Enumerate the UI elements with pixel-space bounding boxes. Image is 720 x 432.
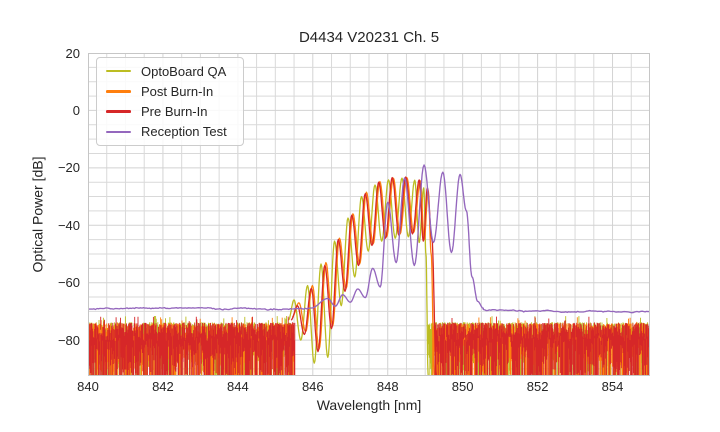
plot-area [88, 53, 650, 376]
x-tick-label: 850 [451, 379, 474, 394]
chart-title: D4434 V20231 Ch. 5 [298, 29, 440, 46]
y-tick-label: 0 [72, 102, 80, 118]
legend-item-reception-test: Reception Test [106, 122, 243, 142]
x-tick-label: 842 [152, 379, 174, 394]
y-tick-label: −80 [57, 332, 80, 348]
x-tick-label: 854 [601, 379, 624, 394]
plot-spines [88, 53, 650, 376]
legend-item-optoboard-qa: OptoBoard QA [106, 61, 243, 81]
legend-line-swatch [106, 90, 131, 93]
x-tick-label: 846 [301, 379, 324, 394]
legend: OptoBoard QA Post Burn-In Pre Burn-In Recep… [96, 57, 244, 146]
series-noise-pre-burn-in [88, 316, 650, 376]
legend-line-swatch [106, 110, 131, 113]
y-tick-label: −60 [57, 275, 80, 291]
x-tick-label: 844 [227, 379, 249, 394]
legend-line-swatch [106, 130, 131, 134]
x-tick-label: 852 [526, 379, 549, 394]
traces [88, 164, 650, 376]
series-reception-test [88, 164, 650, 314]
legend-label: Pre Burn-In [141, 104, 208, 120]
x-tick-label: 848 [376, 379, 399, 394]
y-tick-label: −40 [57, 217, 80, 233]
y-tick-label: 20 [65, 45, 80, 61]
x-tick-label: 840 [77, 379, 99, 394]
legend-item-post-burn-in: Post Burn-In [106, 81, 243, 101]
legend-label: Reception Test [141, 124, 227, 140]
legend-line-swatch [106, 69, 131, 73]
legend-label: OptoBoard QA [141, 63, 227, 79]
y-tick-label: −20 [57, 160, 80, 176]
x-axis-label: Wavelength [nm] [316, 397, 422, 413]
series-optoboard-qa [287, 177, 429, 376]
legend-label: Post Burn-In [141, 83, 214, 99]
legend-item-pre-burn-in: Pre Burn-In [106, 102, 243, 122]
series-pre-burn-in [290, 176, 438, 376]
